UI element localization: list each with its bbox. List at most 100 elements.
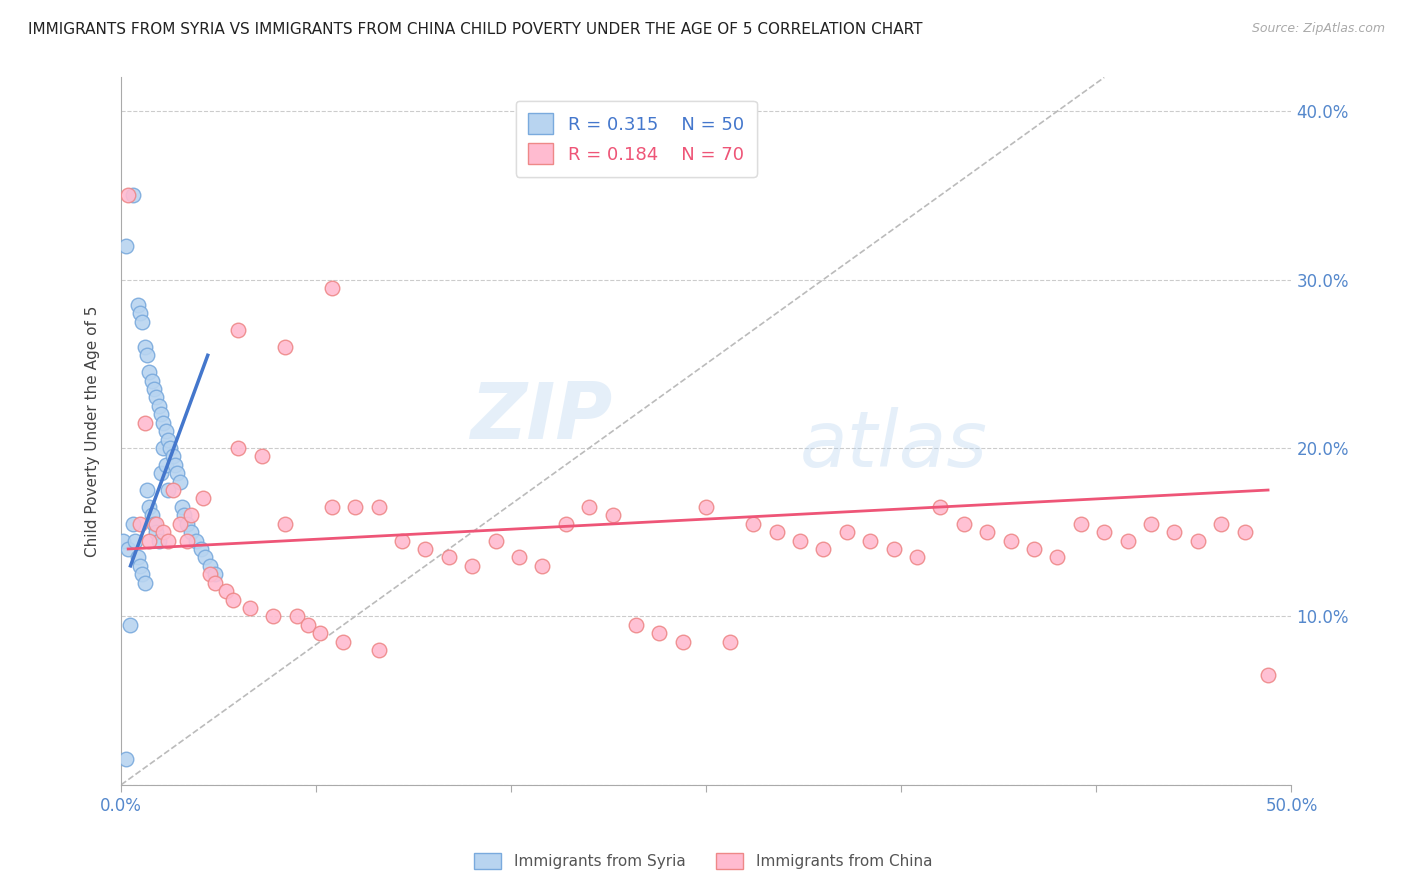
Point bbox=[1092, 525, 1115, 540]
Point bbox=[415, 541, 437, 556]
Point bbox=[127, 298, 149, 312]
Point bbox=[1116, 533, 1139, 548]
Point bbox=[138, 365, 160, 379]
Point bbox=[142, 516, 165, 531]
Point bbox=[554, 516, 576, 531]
Point bbox=[114, 239, 136, 253]
Point bbox=[114, 752, 136, 766]
Point bbox=[648, 626, 671, 640]
Point bbox=[239, 601, 262, 615]
Point bbox=[367, 500, 389, 514]
Point bbox=[152, 441, 174, 455]
Point bbox=[127, 550, 149, 565]
Point bbox=[176, 516, 198, 531]
Point bbox=[149, 466, 172, 480]
Point bbox=[170, 500, 193, 514]
Point bbox=[262, 609, 284, 624]
Point bbox=[135, 348, 157, 362]
Point bbox=[578, 500, 600, 514]
Point bbox=[128, 516, 150, 531]
Text: IMMIGRANTS FROM SYRIA VS IMMIGRANTS FROM CHINA CHILD POVERTY UNDER THE AGE OF 5 : IMMIGRANTS FROM SYRIA VS IMMIGRANTS FROM… bbox=[28, 22, 922, 37]
Point bbox=[194, 550, 217, 565]
Y-axis label: Child Poverty Under the Age of 5: Child Poverty Under the Age of 5 bbox=[86, 305, 100, 557]
Point bbox=[169, 475, 191, 489]
Point bbox=[148, 399, 170, 413]
Point bbox=[695, 500, 717, 514]
Point bbox=[128, 306, 150, 320]
Point bbox=[285, 609, 308, 624]
Point bbox=[274, 516, 297, 531]
Point bbox=[789, 533, 811, 548]
Point bbox=[180, 508, 202, 523]
Point bbox=[321, 281, 343, 295]
Point bbox=[297, 617, 319, 632]
Point bbox=[145, 516, 167, 531]
Point bbox=[141, 508, 163, 523]
Point bbox=[1022, 541, 1045, 556]
Point bbox=[184, 533, 207, 548]
Point bbox=[344, 500, 367, 514]
Point bbox=[131, 567, 153, 582]
Point bbox=[134, 416, 156, 430]
Point bbox=[117, 188, 139, 202]
Point bbox=[176, 533, 198, 548]
Point bbox=[145, 525, 167, 540]
Point bbox=[138, 500, 160, 514]
Point bbox=[141, 374, 163, 388]
Point bbox=[1000, 533, 1022, 548]
Point bbox=[156, 483, 179, 497]
Point bbox=[138, 533, 160, 548]
Point bbox=[135, 483, 157, 497]
Point bbox=[485, 533, 508, 548]
Point bbox=[156, 433, 179, 447]
Point bbox=[905, 550, 928, 565]
Point bbox=[274, 340, 297, 354]
Point bbox=[976, 525, 998, 540]
Point bbox=[332, 634, 354, 648]
Point bbox=[134, 575, 156, 590]
Point bbox=[169, 516, 191, 531]
Point bbox=[742, 516, 765, 531]
Point bbox=[149, 407, 172, 421]
Point bbox=[124, 533, 146, 548]
Point bbox=[155, 458, 177, 472]
Point bbox=[1163, 525, 1185, 540]
Point bbox=[1187, 533, 1209, 548]
Point bbox=[813, 541, 835, 556]
Point bbox=[142, 382, 165, 396]
Point bbox=[134, 340, 156, 354]
Text: atlas: atlas bbox=[800, 408, 988, 483]
Point bbox=[531, 558, 554, 573]
Point bbox=[1140, 516, 1163, 531]
Point bbox=[1233, 525, 1256, 540]
Point bbox=[672, 634, 695, 648]
Point bbox=[367, 643, 389, 657]
Point bbox=[145, 391, 167, 405]
Point bbox=[117, 541, 139, 556]
Point bbox=[152, 416, 174, 430]
Legend: Immigrants from Syria, Immigrants from China: Immigrants from Syria, Immigrants from C… bbox=[468, 847, 938, 875]
Point bbox=[180, 525, 202, 540]
Point bbox=[162, 450, 184, 464]
Point bbox=[461, 558, 484, 573]
Point bbox=[624, 617, 647, 632]
Point bbox=[1070, 516, 1092, 531]
Point bbox=[250, 450, 273, 464]
Point bbox=[1046, 550, 1069, 565]
Text: ZIP: ZIP bbox=[471, 379, 613, 455]
Point bbox=[159, 441, 181, 455]
Point bbox=[163, 458, 186, 472]
Point bbox=[437, 550, 460, 565]
Point bbox=[883, 541, 905, 556]
Point bbox=[191, 491, 214, 506]
Legend: R = 0.315    N = 50, R = 0.184    N = 70: R = 0.315 N = 50, R = 0.184 N = 70 bbox=[516, 101, 756, 177]
Point bbox=[120, 617, 142, 632]
Text: Source: ZipAtlas.com: Source: ZipAtlas.com bbox=[1251, 22, 1385, 36]
Point bbox=[166, 466, 188, 480]
Point bbox=[190, 541, 212, 556]
Point bbox=[602, 508, 624, 523]
Point bbox=[765, 525, 787, 540]
Point bbox=[321, 500, 343, 514]
Point bbox=[215, 584, 238, 599]
Point bbox=[121, 188, 143, 202]
